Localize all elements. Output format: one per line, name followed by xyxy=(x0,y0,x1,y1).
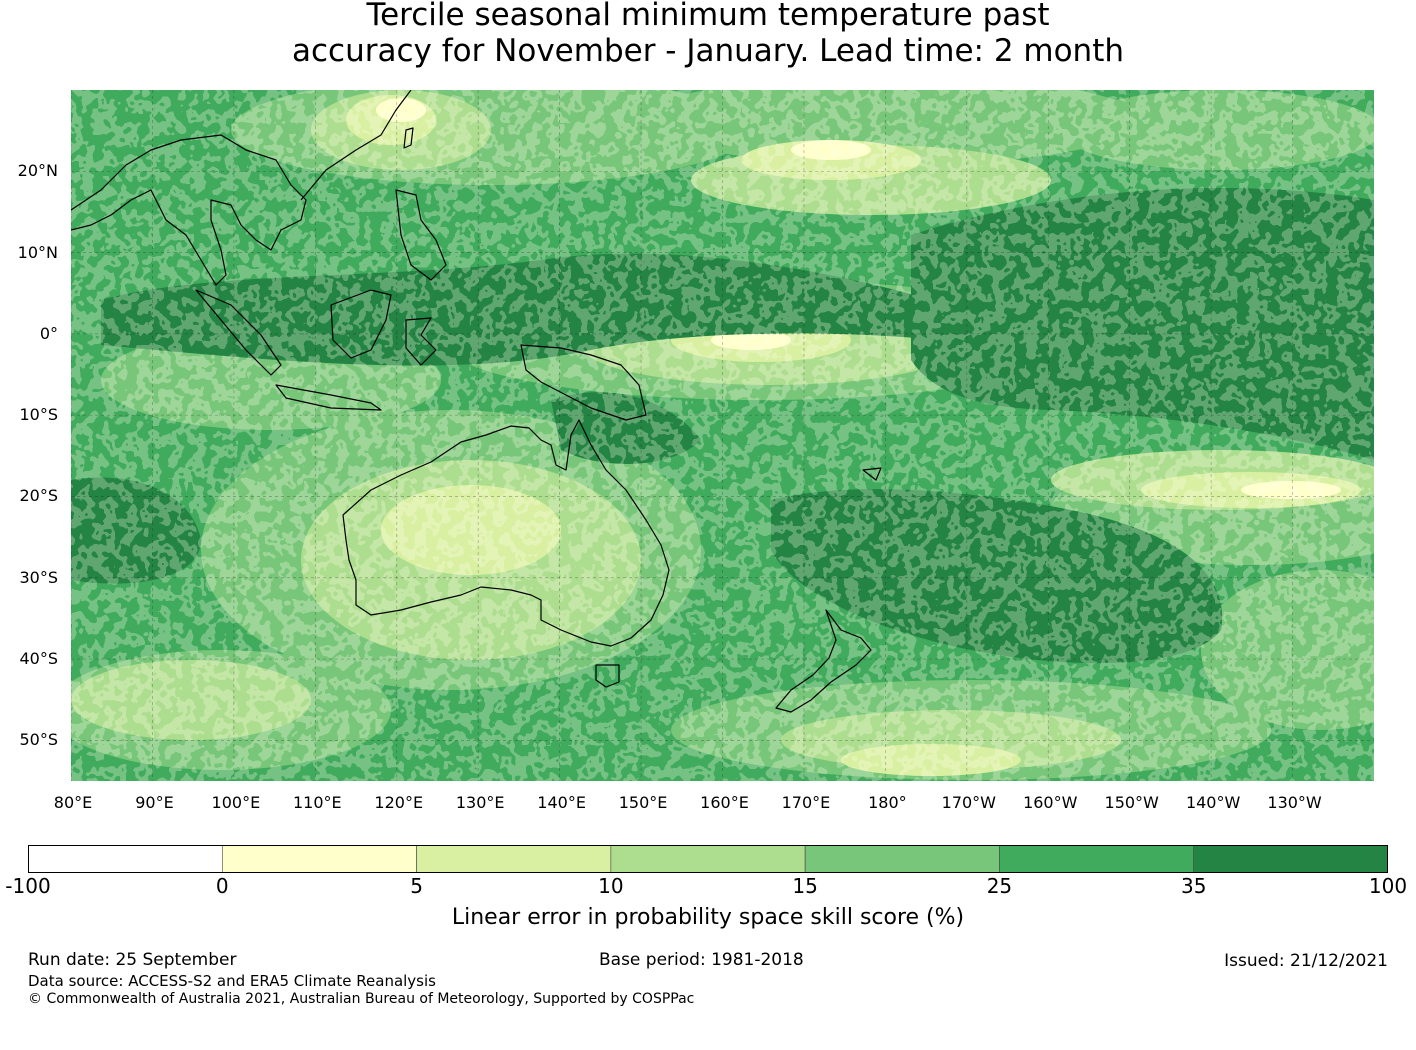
colorbar-segment xyxy=(416,845,612,873)
tasmania-coast xyxy=(595,664,620,688)
java-coast xyxy=(275,384,382,411)
lon-tick-label: 150°E xyxy=(618,793,668,812)
colorbar-tick-label: 35 xyxy=(1180,874,1207,898)
new-zealand-coast xyxy=(775,609,872,713)
lon-tick-label: 160°E xyxy=(700,793,749,812)
gridlines xyxy=(71,90,1374,781)
lat-tick-label: 40°S xyxy=(19,649,58,669)
issued-date: Issued: 21/12/2021 xyxy=(1224,951,1388,971)
china-coast xyxy=(300,90,412,201)
data-source: Data source: ACCESS-S2 and ERA5 Climate … xyxy=(28,972,436,990)
colorbar-segment xyxy=(28,845,223,873)
lat-tick-label: 50°S xyxy=(19,730,58,750)
colorbar-segment xyxy=(804,845,1000,873)
lon-tick-label: 150°W xyxy=(1104,793,1159,812)
borneo-coast xyxy=(330,289,392,359)
lat-tick-label: 10°N xyxy=(17,242,58,262)
lon-tick-label: 90°E xyxy=(135,793,174,812)
colorbar-tick-label: 100 xyxy=(1368,874,1408,898)
colorbar xyxy=(28,845,1388,873)
lat-tick-label: 20°S xyxy=(19,486,58,506)
lon-tick-label: 170°E xyxy=(781,793,831,812)
mainland-asia-coast xyxy=(71,134,307,286)
chart-title-line-1: Tercile seasonal minimum temperature pas… xyxy=(366,0,1050,33)
chart-title-line-2: accuracy for November - January. Lead ti… xyxy=(291,33,1125,69)
lon-tick-label: 140°E xyxy=(537,793,586,812)
colorbar-label: Linear error in probability space skill … xyxy=(451,905,965,930)
lon-tick-label: 130°E xyxy=(455,793,505,812)
copyright: © Commonwealth of Australia 2021, Austra… xyxy=(28,991,695,1007)
base-period: Base period: 1981-2018 xyxy=(599,950,804,970)
colorbar-segment xyxy=(1193,845,1388,873)
new-guinea-coast xyxy=(520,344,647,421)
sumatra-coast xyxy=(195,289,282,376)
lon-tick-label: 140°W xyxy=(1185,793,1241,812)
lat-tick-label: 30°S xyxy=(19,567,58,587)
lon-tick-label: 120°E xyxy=(374,793,424,812)
lat-tick-label: 20°N xyxy=(17,161,58,181)
australia-coast xyxy=(342,419,670,647)
lon-tick-label: 110°E xyxy=(292,793,342,812)
colorbar-tick-label: 15 xyxy=(792,874,818,898)
fiji-coast xyxy=(862,467,882,481)
lon-tick-label: 170°W xyxy=(941,793,996,812)
colorbar-segment xyxy=(999,845,1195,873)
lat-tick-label: 0° xyxy=(39,323,58,343)
run-date: Run date: 25 September xyxy=(28,950,237,970)
lon-tick-label: 160°W xyxy=(1023,793,1078,812)
lon-tick-label: 80°E xyxy=(53,793,93,812)
skill-score-map xyxy=(71,90,1374,781)
lon-tick-label: 100°E xyxy=(211,793,261,812)
coastlines xyxy=(71,90,882,713)
sulawesi-coast xyxy=(405,317,437,366)
colorbar-segment xyxy=(221,845,417,873)
lon-tick-label: 180° xyxy=(868,793,907,812)
philippines-coast xyxy=(395,189,447,281)
colorbar-tick-label: 0 xyxy=(215,874,229,898)
colorbar-tick-label: -100 xyxy=(5,874,51,898)
lon-tick-label: 130°W xyxy=(1267,793,1322,812)
colorbar-tick-label: 10 xyxy=(598,874,624,898)
colorbar-segment xyxy=(610,845,806,873)
colorbar-tick-label: 25 xyxy=(986,874,1013,898)
lat-tick-label: 10°S xyxy=(19,405,58,425)
colorbar-tick-label: 5 xyxy=(410,874,423,898)
taiwan-coast xyxy=(403,127,414,149)
